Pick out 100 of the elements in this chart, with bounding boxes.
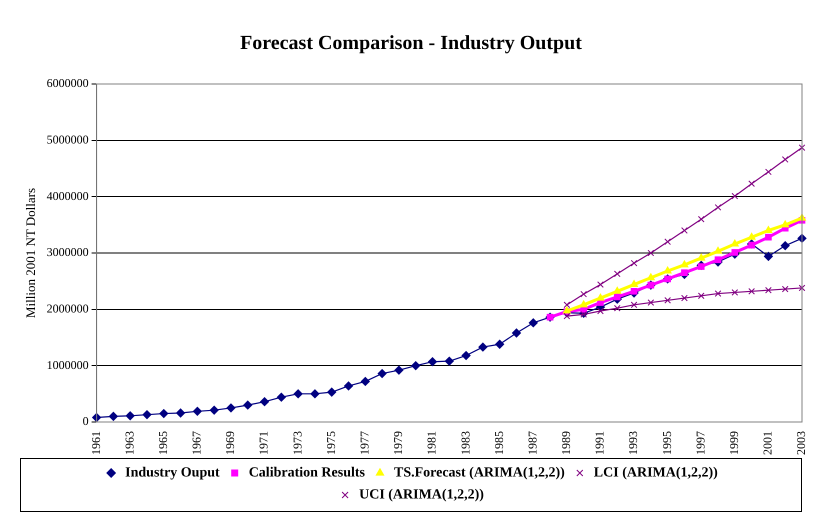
point (428, 357, 438, 366)
point (564, 312, 570, 320)
point (782, 286, 789, 292)
point (478, 342, 488, 352)
point (681, 269, 688, 276)
point (597, 308, 604, 314)
x-tick-label: 1971 (256, 431, 271, 455)
point (764, 252, 773, 261)
point (765, 286, 772, 294)
point (648, 299, 654, 306)
legend-label: UCI (ARIMA(1,2,2)) (359, 488, 484, 503)
point (126, 411, 135, 420)
point (781, 220, 790, 228)
point (648, 250, 654, 256)
point (748, 180, 755, 188)
point (780, 241, 790, 250)
point (714, 204, 722, 211)
x-tick-label: 2001 (760, 431, 775, 455)
point (798, 284, 806, 292)
point (698, 292, 705, 300)
point (597, 281, 604, 288)
x-tick-label: 1965 (156, 431, 170, 455)
point (697, 254, 706, 261)
point (327, 388, 336, 397)
point (714, 256, 722, 264)
point (142, 410, 152, 420)
point (528, 318, 538, 328)
x-tick-label: 1973 (290, 431, 304, 455)
legend-label: LCI (ARIMA(1,2,2)) (594, 466, 718, 481)
x-tick-label: 1987 (525, 431, 540, 455)
x-tick-label: 1985 (492, 431, 506, 455)
point (698, 263, 705, 270)
y-tick-label: 0 (82, 414, 89, 428)
x-tick-label: 1993 (626, 431, 640, 455)
point (260, 397, 270, 406)
point (765, 234, 772, 241)
point (495, 340, 504, 349)
point (748, 232, 756, 240)
point (614, 270, 621, 278)
x-tick-label: 1991 (592, 431, 607, 455)
point (159, 409, 168, 418)
point (360, 376, 370, 386)
point (192, 406, 202, 416)
point (614, 294, 621, 300)
chart-title: Forecast Comparison - Industry Output (240, 32, 582, 54)
point (714, 290, 722, 297)
point (444, 356, 454, 366)
legend-label: Calibration Results (248, 466, 366, 481)
point (462, 351, 471, 360)
point (580, 300, 588, 308)
x-tick-label: 1989 (559, 431, 574, 455)
point (630, 280, 638, 288)
x-tick-label: 1977 (357, 431, 372, 455)
point (731, 249, 738, 256)
y-tick-label: 4000000 (46, 188, 89, 203)
point (344, 381, 354, 390)
point (798, 144, 806, 151)
point (714, 246, 722, 254)
point (748, 288, 755, 295)
point (664, 238, 671, 246)
point (681, 227, 688, 234)
x-tick-label: 1975 (324, 431, 338, 455)
point (782, 156, 789, 163)
point (512, 328, 521, 338)
point (394, 366, 404, 375)
x-tick-label: 1969 (223, 431, 238, 455)
y-tick-label: 5000000 (46, 132, 89, 146)
point (226, 403, 236, 412)
point (614, 304, 621, 312)
point (276, 392, 286, 402)
y-tick-label: 1000000 (46, 358, 89, 372)
point (294, 389, 303, 398)
point (580, 311, 587, 318)
x-tick-label: 1997 (693, 431, 708, 455)
point (108, 412, 118, 421)
point (378, 369, 387, 378)
x-tick-label: 2003 (794, 431, 808, 455)
point (210, 406, 219, 415)
y-axis-title: Million 2001 NT Dollars (23, 188, 38, 318)
point (731, 192, 738, 200)
y-tick-label: 6000000 (46, 76, 89, 90)
point (698, 216, 705, 223)
point (580, 290, 587, 298)
legend-label: TS.Forecast (ARIMA(1,2,2)) (394, 466, 566, 481)
y-tick-label: 2000000 (46, 301, 89, 316)
point (748, 242, 755, 248)
point (681, 294, 688, 302)
x-tick-label: 1983 (458, 431, 472, 455)
point (664, 266, 672, 274)
point (243, 400, 252, 410)
point (630, 302, 638, 308)
x-tick-label: 1967 (190, 431, 204, 455)
legend-label: Industry Ouput (125, 466, 220, 481)
point (176, 408, 186, 418)
point (630, 288, 638, 295)
x-tick-label: 1979 (391, 431, 406, 455)
point (310, 389, 320, 398)
point (630, 260, 638, 266)
x-tick-label: 1999 (726, 431, 741, 455)
x-tick-label: 1995 (660, 431, 674, 455)
